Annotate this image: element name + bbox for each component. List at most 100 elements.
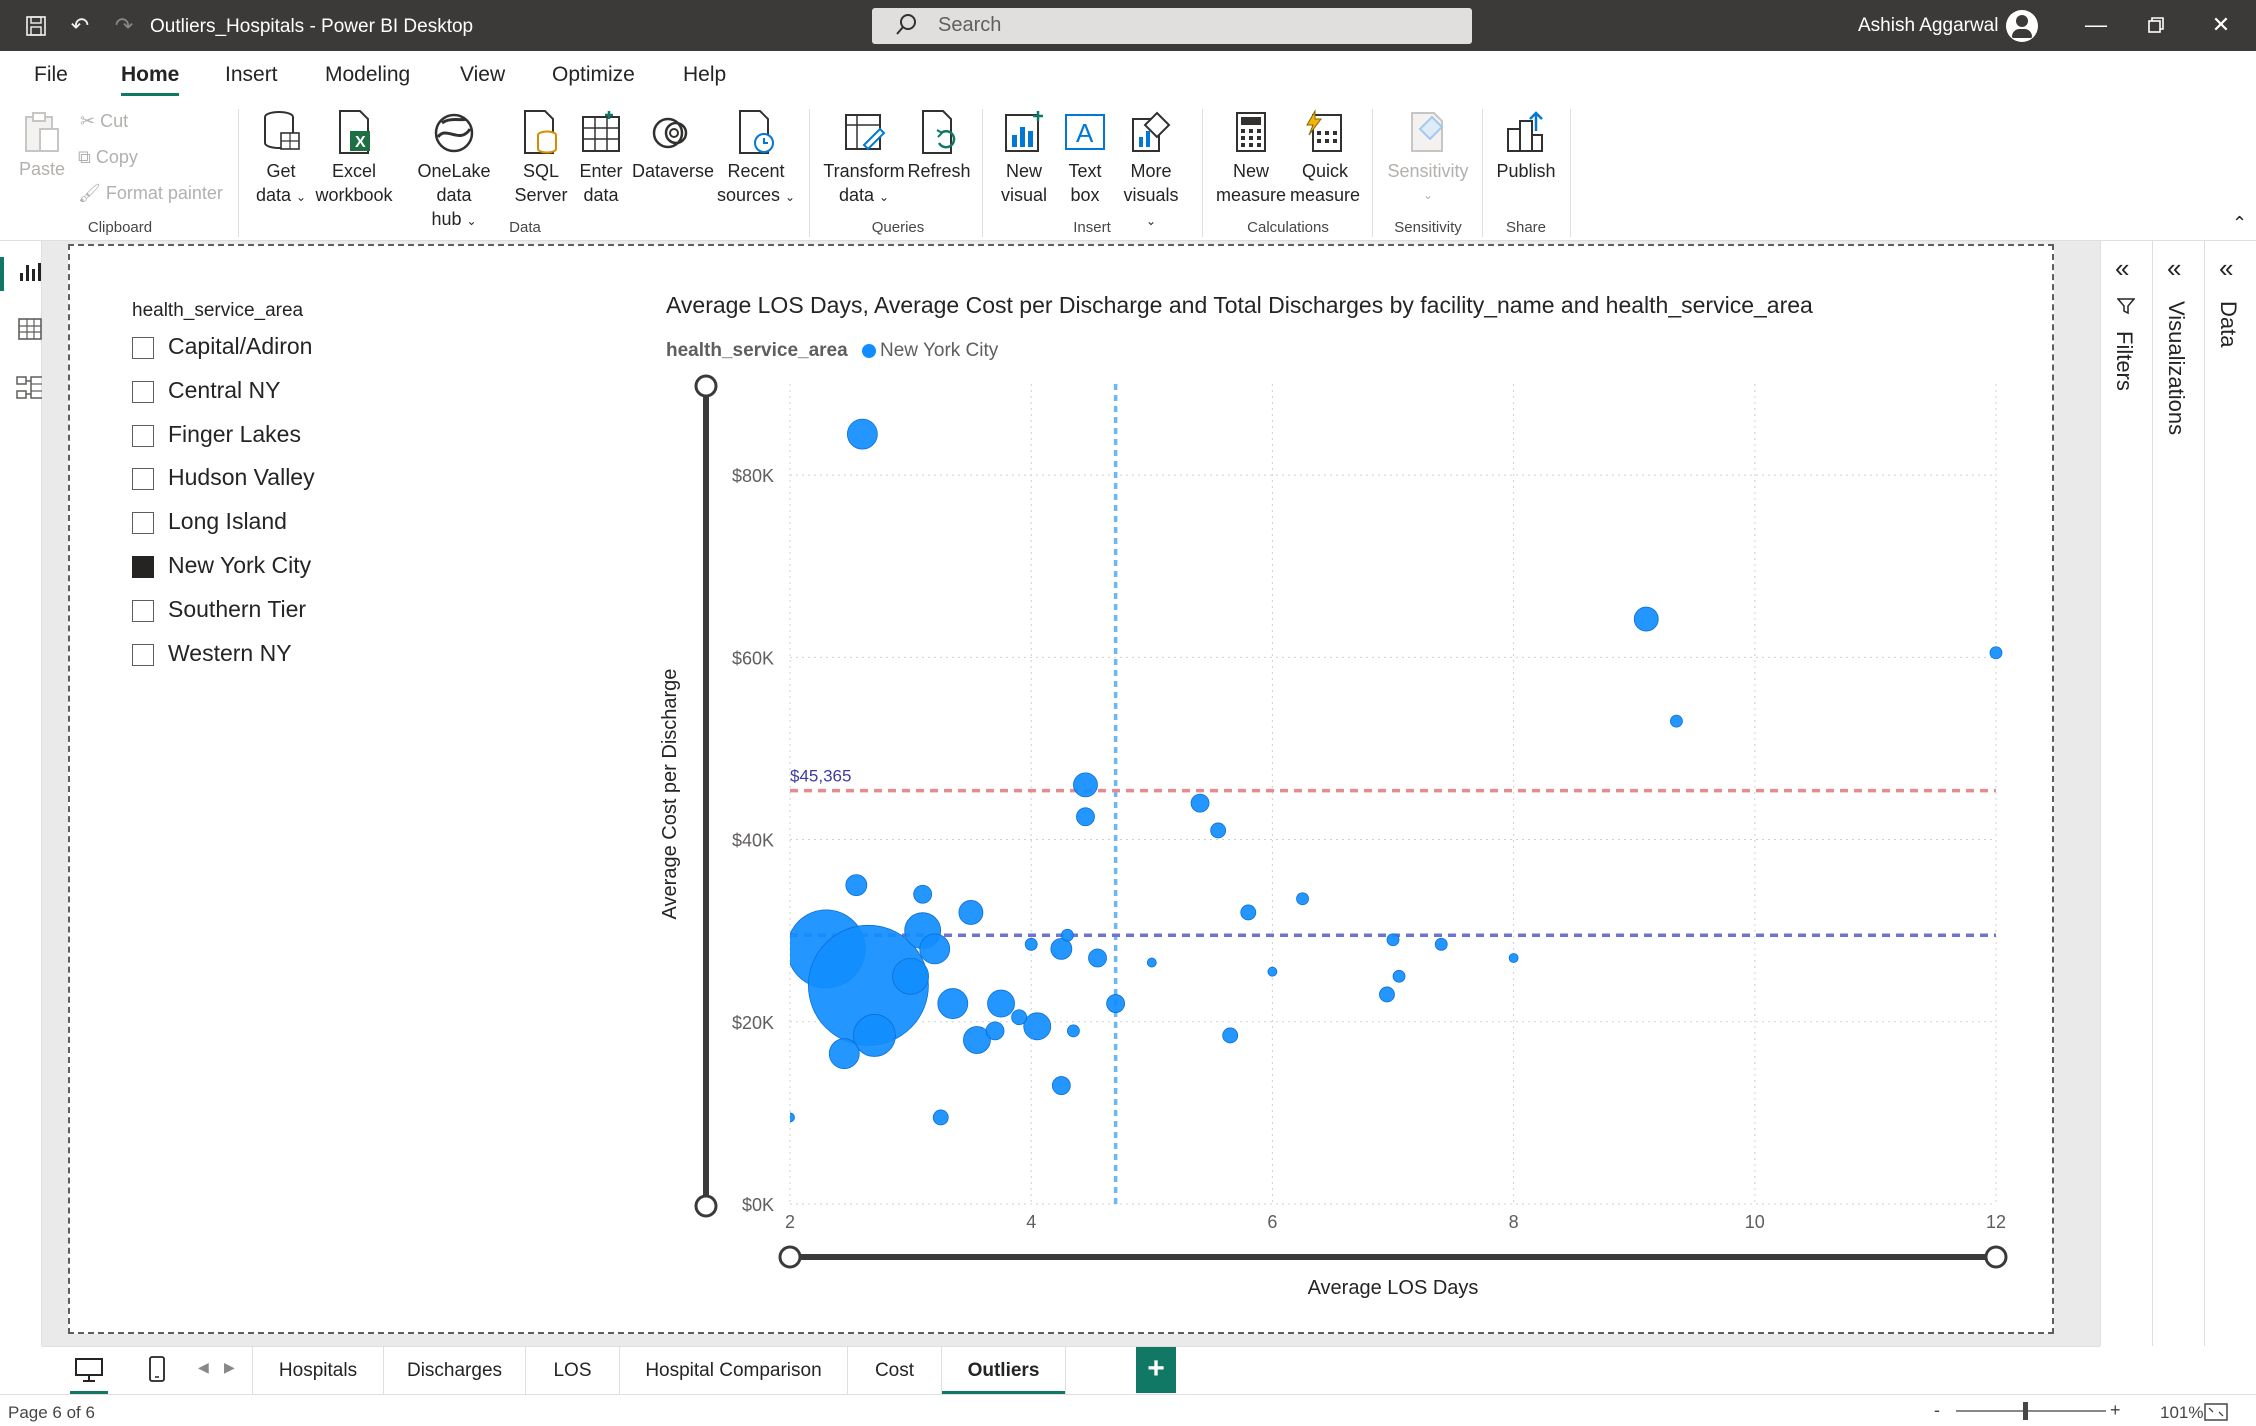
data-point[interactable]	[892, 957, 930, 995]
data-point[interactable]	[1076, 807, 1095, 827]
data-point[interactable]	[1146, 957, 1157, 968]
data-point[interactable]	[846, 418, 878, 450]
scatter-chart[interactable]: $0K $20K $40K $60K $80K 2 4 6 8 10 12 $45,365 Averag…	[640, 370, 2020, 1306]
minimize-button[interactable]: —	[2085, 12, 2107, 37]
mobile-layout-icon[interactable]	[148, 1355, 166, 1388]
page-tab[interactable]: Discharges	[384, 1347, 526, 1395]
desktop-layout-icon[interactable]	[70, 1357, 108, 1394]
avatar[interactable]	[2006, 10, 2038, 42]
data-point[interactable]	[853, 1014, 896, 1057]
data-point[interactable]	[786, 1112, 795, 1123]
quick-measure-button[interactable]: Quick measure	[1288, 109, 1362, 207]
data-point[interactable]	[1088, 948, 1107, 968]
menu-help[interactable]: Help	[683, 63, 727, 86]
data-point[interactable]	[937, 988, 969, 1019]
slicer-checkbox[interactable]	[132, 556, 154, 578]
data-point[interactable]	[1023, 1012, 1052, 1041]
slicer-checkbox[interactable]	[132, 380, 154, 403]
zoom-out-button[interactable]: -	[1934, 1400, 1940, 1420]
data-point[interactable]	[1050, 937, 1073, 960]
page-tab[interactable]: Hospitals	[252, 1347, 384, 1395]
collapse-ribbon-icon[interactable]: ⌃	[2232, 213, 2248, 233]
data-point[interactable]	[1633, 606, 1659, 632]
redo-icon[interactable]: ↷	[114, 13, 134, 38]
data-point[interactable]	[1051, 1076, 1071, 1095]
data-point[interactable]	[1011, 1009, 1028, 1026]
slicer-checkbox[interactable]	[132, 424, 154, 447]
sensitivity-button[interactable]: Sensitivity ⌄	[1382, 109, 1474, 207]
undo-icon[interactable]: ↶	[70, 13, 90, 38]
save-icon[interactable]	[22, 12, 50, 40]
data-point[interactable]	[919, 933, 951, 965]
close-button[interactable]: ✕	[2211, 12, 2231, 37]
data-point[interactable]	[1210, 822, 1227, 839]
data-point[interactable]	[1434, 937, 1448, 951]
data-point[interactable]	[1670, 714, 1683, 728]
zoom-slider[interactable]	[1956, 1402, 2106, 1420]
format-painter-button[interactable]: 🖌 Format painter	[78, 183, 223, 203]
data-point[interactable]	[1386, 933, 1400, 947]
data-point[interactable]	[845, 874, 868, 897]
zoom-level[interactable]: 101%	[2160, 1403, 2204, 1422]
sql-server-button[interactable]: SQL Server	[514, 109, 568, 207]
report-view-icon[interactable]	[18, 259, 42, 283]
next-tab-icon[interactable]: ▶	[224, 1359, 235, 1375]
menu-file[interactable]: File	[34, 63, 68, 86]
menu-home[interactable]: Home	[121, 63, 180, 96]
slicer-checkbox[interactable]	[132, 337, 154, 359]
zoom-slider-handle[interactable]	[2023, 1402, 2028, 1420]
onelake-data-hub-button[interactable]: OneLake data hub ⌄	[398, 109, 510, 233]
excel-workbook-button[interactable]: X Excel workbook	[314, 109, 394, 207]
expand-filters-icon[interactable]: «	[2115, 253, 2130, 283]
slicer-checkbox[interactable]	[132, 468, 154, 491]
data-point[interactable]	[1379, 986, 1395, 1003]
publish-button[interactable]: Publish	[1492, 109, 1560, 183]
menu-optimize[interactable]: Optimize	[552, 63, 635, 86]
slicer-checkbox[interactable]	[132, 643, 154, 666]
menu-modeling[interactable]: Modeling	[325, 63, 411, 86]
page-tab[interactable]: Outliers	[942, 1347, 1066, 1395]
search-box[interactable]: Search	[872, 8, 1472, 44]
menu-view[interactable]: View	[460, 63, 506, 86]
add-page-button[interactable]: +	[1136, 1347, 1176, 1393]
expand-visualizations-icon[interactable]: «	[2167, 253, 2182, 283]
filters-pane[interactable]: « Filters	[2100, 241, 2150, 1346]
data-point[interactable]	[1989, 646, 2003, 660]
data-point[interactable]	[958, 900, 984, 925]
fit-to-page-icon[interactable]	[2204, 1403, 2228, 1426]
data-point[interactable]	[985, 1021, 1005, 1041]
data-point[interactable]	[1222, 1027, 1239, 1044]
more-visuals-button[interactable]: More visuals ⌄	[1118, 109, 1184, 233]
data-point[interactable]	[1392, 969, 1406, 983]
y-zoom-handle-bottom[interactable]	[694, 1194, 718, 1218]
table-view-icon[interactable]	[18, 317, 42, 341]
prev-tab-icon[interactable]: ◀	[198, 1359, 209, 1375]
data-point[interactable]	[913, 884, 933, 904]
expand-data-icon[interactable]: «	[2219, 253, 2234, 283]
data-point[interactable]	[1106, 994, 1126, 1013]
y-zoom-handle-top[interactable]	[694, 374, 718, 398]
data-point[interactable]	[932, 1109, 949, 1126]
zoom-in-button[interactable]: +	[2110, 1400, 2121, 1420]
menu-insert[interactable]: Insert	[225, 63, 278, 86]
data-point[interactable]	[963, 1026, 991, 1054]
data-point[interactable]	[1508, 953, 1519, 963]
data-point[interactable]	[987, 989, 1015, 1018]
page-tab[interactable]: Hospital Comparison	[620, 1347, 848, 1395]
data-point[interactable]	[1190, 793, 1210, 813]
model-view-icon[interactable]	[16, 375, 44, 399]
new-visual-button[interactable]: New visual	[996, 109, 1052, 207]
data-pane[interactable]: « Data	[2204, 241, 2254, 1346]
data-point[interactable]	[1067, 1024, 1080, 1038]
slicer-checkbox[interactable]	[132, 599, 154, 622]
new-measure-button[interactable]: New measure	[1214, 109, 1288, 207]
recent-sources-button[interactable]: Recent sources ⌄	[716, 109, 796, 209]
dataverse-button[interactable]: Dataverse	[632, 109, 714, 183]
paste-button[interactable]: Paste	[16, 109, 68, 181]
user-name[interactable]: Ashish Aggarwal	[1858, 15, 1999, 36]
restore-button[interactable]	[2141, 10, 2171, 40]
data-point[interactable]	[1267, 966, 1278, 977]
data-point[interactable]	[1240, 904, 1257, 921]
x-zoom-handle-left[interactable]	[778, 1245, 802, 1269]
legend-label[interactable]: New York City	[880, 340, 999, 361]
